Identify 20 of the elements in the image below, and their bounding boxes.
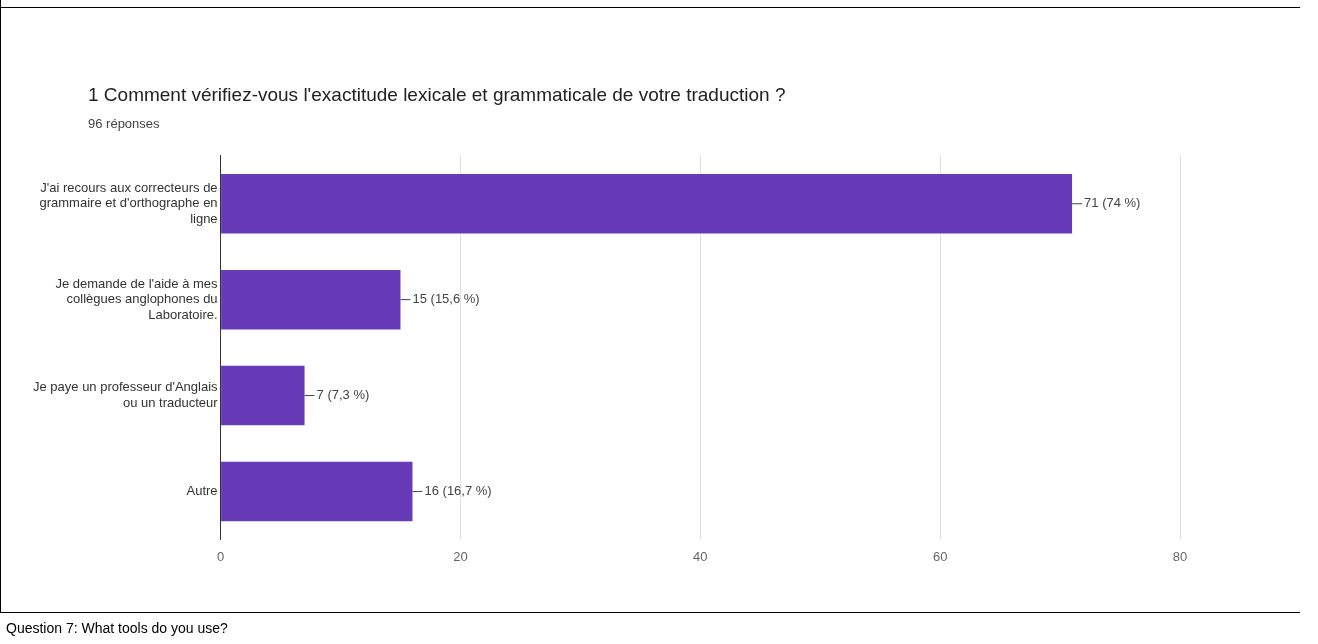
data-label: 7 (7,3 %): [316, 387, 370, 403]
x-tick-label: 40: [693, 548, 708, 564]
bar: [221, 269, 401, 330]
bar: [221, 174, 1073, 234]
y-tick-label: Je demande de l'aide à mes collègues anglophones du Laboratoire.: [55, 275, 219, 322]
data-label: 15 (15,6 %): [412, 291, 480, 307]
data-label: 16 (16,7 %): [424, 483, 492, 499]
bar: [221, 365, 305, 426]
data-label: 71 (74 %): [1084, 195, 1141, 211]
x-tick-label: 0: [216, 548, 225, 564]
y-tick-label: Je paye un professeur d'Anglais ou un traducteur: [32, 379, 219, 410]
chart-title: 1 Comment vérifiez-vous l'exactitude lexicale et grammaticale de votre traduction ?: [88, 84, 786, 106]
text: Question 7: What tools do you use?: [6, 620, 228, 636]
y-tick-label: Autre: [186, 483, 218, 499]
x-tick-label: 60: [932, 548, 948, 564]
y-tick-label: J'ai recours aux correcteurs de grammaire et d'orthographe en ligne: [39, 179, 218, 226]
bar: [221, 461, 413, 522]
chart-subtitle: 96 réponses: [88, 116, 160, 131]
x-tick-label: 20: [453, 548, 468, 564]
x-tick-label: 80: [1172, 548, 1188, 564]
